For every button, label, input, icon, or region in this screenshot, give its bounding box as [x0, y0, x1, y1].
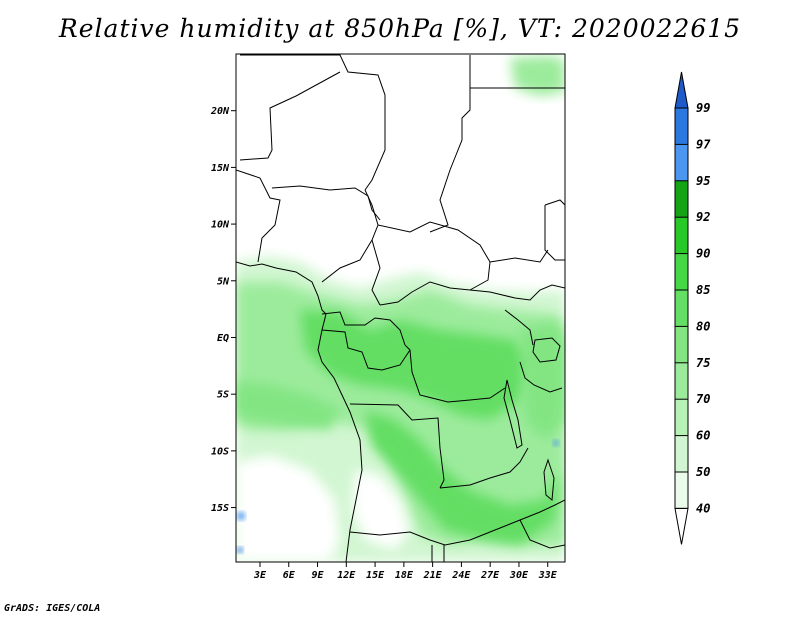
colorbar-box	[675, 180, 688, 218]
colorbar-box	[675, 326, 688, 363]
colorbar-label: 70	[696, 392, 710, 406]
footer-credit: GrADS: IGES/COLA	[4, 603, 101, 614]
colorbar-box	[675, 362, 688, 400]
lon-label: 24E	[451, 570, 471, 581]
lon-label: 30E	[509, 570, 529, 581]
map-frame	[235, 53, 566, 563]
colorbar-box	[675, 435, 688, 472]
lat-label: 15N	[211, 163, 230, 174]
lon-label: 33E	[538, 570, 558, 581]
dry-region-south	[352, 470, 410, 550]
lon-label: 21E	[423, 570, 443, 581]
colorbar-label: 85	[696, 283, 710, 297]
axis-ticks	[231, 110, 549, 567]
map-title: Relative humidity at 850hPa [%], VT: 202…	[58, 14, 742, 43]
lon-label: 6E	[283, 570, 296, 581]
lon-label: 9E	[312, 570, 325, 581]
humidity-region-high-south	[365, 410, 560, 545]
colorbar-label: 92	[696, 210, 710, 224]
lon-label: 12E	[337, 570, 356, 581]
colorbar-label: 75	[696, 356, 710, 370]
colorbar-label: 40	[696, 501, 710, 515]
lat-label: 10N	[211, 220, 230, 231]
colorbar-box	[675, 290, 688, 327]
lat-label: 10S	[211, 446, 229, 457]
lat-label: 5N	[217, 276, 230, 287]
lon-label: 3E	[253, 570, 267, 581]
colorbar-label: 80	[696, 319, 710, 333]
colorbar-label: 90	[696, 247, 710, 261]
saturation-spot-corner	[237, 547, 243, 553]
lat-label: 20N	[210, 106, 230, 117]
colorbar-label: 97	[696, 137, 711, 151]
colorbar: 40 50 60 70 75 80 85 90 92 95 97 99	[674, 71, 711, 545]
colorbar-upper-triangle	[674, 71, 689, 109]
lat-label: 5S	[217, 390, 229, 401]
dry-region-southwest	[236, 455, 340, 562]
country-borders	[236, 54, 565, 562]
lon-label: 15E	[366, 570, 385, 581]
lat-label: 15S	[211, 503, 229, 514]
colorbar-box	[675, 144, 688, 181]
colorbar-box	[675, 253, 688, 290]
colorbar-label: 50	[696, 465, 710, 479]
colorbar-label: 95	[696, 174, 710, 188]
humidity-region-north	[510, 56, 565, 96]
humidity-region-high-west	[236, 380, 340, 430]
humidity-region-high	[300, 310, 530, 420]
lat-label: EQ	[217, 333, 229, 344]
colorbar-box	[675, 472, 688, 509]
axis-labels: 20N 15N 10N 5N EQ 5S 10S 15S 3E 6E 9E 12E 15E 18E 21E 2…	[210, 106, 558, 581]
colorbar-lower-triangle	[674, 507, 689, 545]
colorbar-box	[675, 399, 688, 436]
lon-label: 18E	[395, 570, 414, 581]
colorbar-box	[675, 217, 688, 254]
lon-label: 27E	[480, 570, 500, 581]
saturation-spot-east	[553, 440, 559, 446]
colorbar-box	[675, 108, 688, 145]
saturation-spot-southwest	[237, 512, 245, 520]
humidity-field	[236, 56, 565, 562]
colorbar-label: 99	[696, 101, 710, 115]
humidity-region-east	[520, 322, 565, 440]
colorbar-label: 60	[696, 429, 710, 443]
